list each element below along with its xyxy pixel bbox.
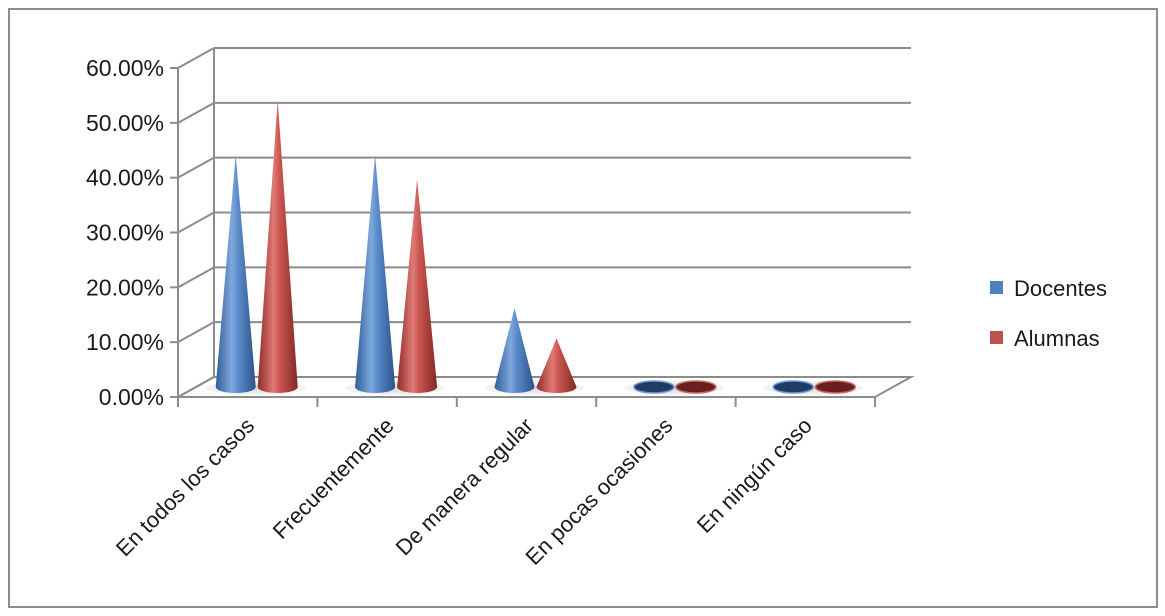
y-tick-label: 50.00% — [86, 110, 164, 136]
category-label: En todos los casos — [111, 413, 259, 561]
y-tick-label: 60.00% — [86, 55, 164, 81]
y-tick-label: 20.00% — [86, 274, 164, 300]
category-label: En ningún caso — [692, 413, 817, 538]
gridline-depth — [177, 376, 215, 398]
gridline-depth — [177, 47, 215, 69]
chart-frame — [8, 8, 1158, 608]
legend-label-docentes: Docentes — [1014, 276, 1107, 301]
legend: Docentes Alumnas — [990, 276, 1107, 351]
gridline-depth — [177, 321, 215, 344]
y-axis-ticks: 0.00% 10.00% 20.00% 30.00% 40.00% 50.00% 60.00… — [86, 55, 178, 410]
cone-alumnas — [397, 179, 438, 393]
category-label: De manera regular — [391, 413, 538, 560]
gridline-depth — [177, 156, 215, 179]
cone-alumnas — [257, 99, 298, 393]
legend-swatch-docentes — [990, 281, 1003, 294]
cone-alumnas-base — [675, 380, 717, 394]
cone-alumnas — [536, 338, 577, 393]
category-label: Frecuentemente — [268, 413, 399, 544]
gridline-depth — [177, 101, 215, 124]
y-tick-label: 30.00% — [86, 220, 164, 246]
cone-docentes-base — [633, 380, 675, 394]
cone-docentes — [494, 308, 535, 393]
y-tick-label: 10.00% — [86, 329, 164, 355]
y-tick-label: 0.00% — [99, 384, 164, 410]
cones-layer — [205, 99, 864, 395]
legend-label-alumnas: Alumnas — [1014, 326, 1100, 351]
cone-docentes-base — [772, 380, 815, 394]
legend-swatch-alumnas — [990, 331, 1003, 344]
cone-docentes — [355, 154, 396, 393]
y-tick-label: 40.00% — [86, 165, 164, 191]
cone-alumnas-base — [814, 380, 857, 394]
gridline-depth — [177, 211, 215, 234]
gridline-depth — [177, 266, 215, 289]
category-label: En pocas ocasiones — [521, 413, 678, 570]
cone-docentes — [215, 154, 256, 393]
